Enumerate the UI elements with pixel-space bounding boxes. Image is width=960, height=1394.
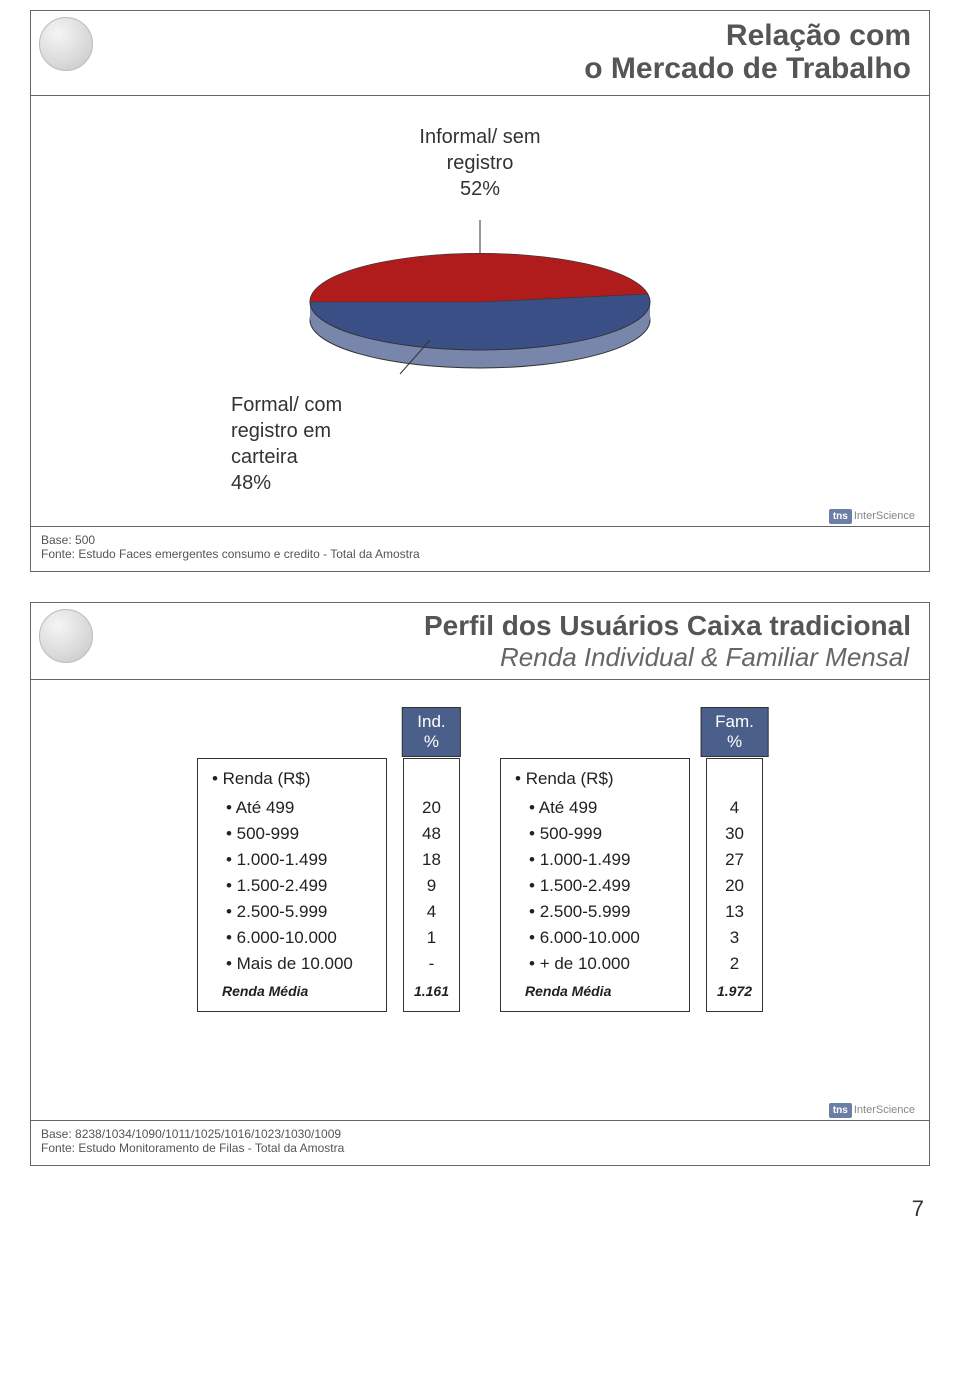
row-label: 1.500-2.499 bbox=[540, 876, 631, 895]
media-val: 1.161 bbox=[414, 977, 449, 999]
row-label: 1.500-2.499 bbox=[237, 876, 328, 895]
familiar-labels: • Renda (R$) • Até 499 • 500-999 • 1.000… bbox=[500, 758, 690, 1012]
val: 20 bbox=[414, 795, 449, 821]
individual-labels: • Renda (R$) • Até 499 • 500-999 • 1.000… bbox=[197, 758, 387, 1012]
footer-logo: tnsInterScience bbox=[829, 1103, 915, 1118]
row-label: 6.000-10.000 bbox=[237, 928, 337, 947]
val: 30 bbox=[717, 821, 752, 847]
pie-label-pct: 48% bbox=[231, 472, 271, 494]
slide-body: Informal/ sem registro 52% bbox=[31, 96, 929, 506]
slide-body: • Renda (R$) • Até 499 • 500-999 • 1.000… bbox=[31, 680, 929, 1100]
familiar-values: Fam. % 4 30 27 20 13 3 2 1.972 bbox=[706, 758, 763, 1012]
slide-subtitle: Renda Individual & Familiar Mensal bbox=[41, 642, 919, 673]
individual-values: Ind. % 20 48 18 9 4 1 - 1.161 bbox=[403, 758, 460, 1012]
pie-chart bbox=[270, 212, 690, 382]
row-label: 2.500-5.999 bbox=[540, 902, 631, 921]
footer-fonte: Fonte: Estudo Monitoramento de Filas - T… bbox=[41, 1141, 919, 1155]
hdr-line: Fam. bbox=[715, 712, 754, 731]
slide-perfil-usuarios: Perfil dos Usuários Caixa tradicional Re… bbox=[30, 602, 930, 1166]
val: 3 bbox=[717, 925, 752, 951]
row-label: Até 499 bbox=[236, 798, 295, 817]
media-label: Renda Média bbox=[212, 977, 372, 999]
individual-block: • Renda (R$) • Até 499 • 500-999 • 1.000… bbox=[197, 758, 460, 1012]
col-header-ind: Ind. % bbox=[402, 707, 460, 757]
hdr-line: % bbox=[424, 732, 439, 751]
pie-label-line: Informal/ sem bbox=[419, 126, 540, 148]
col-header-fam: Fam. % bbox=[700, 707, 769, 757]
pie-label-line: registro em bbox=[231, 420, 331, 442]
familiar-block: • Renda (R$) • Até 499 • 500-999 • 1.000… bbox=[500, 758, 763, 1012]
list-header: Renda (R$) bbox=[526, 769, 614, 788]
footer-logo: tnsInterScience bbox=[829, 509, 915, 524]
media-val: 1.972 bbox=[717, 977, 752, 999]
tns-icon: tns bbox=[829, 1103, 852, 1118]
val: 1 bbox=[414, 925, 449, 951]
val: 48 bbox=[414, 821, 449, 847]
pie-label-line: carteira bbox=[231, 446, 298, 468]
row-label: 500-999 bbox=[237, 824, 299, 843]
title-line-1: Relação com bbox=[41, 19, 911, 52]
pie-label-formal: Formal/ com registro em carteira 48% bbox=[231, 392, 909, 496]
row-label: Mais de 10.000 bbox=[237, 954, 353, 973]
slide-footer: tnsInterScience Base: 8238/1034/1090/101… bbox=[31, 1120, 929, 1165]
income-columns: • Renda (R$) • Até 499 • 500-999 • 1.000… bbox=[51, 758, 909, 1012]
slide-footer: tnsInterScience Base: 500 Fonte: Estudo … bbox=[31, 526, 929, 571]
footer-base: Base: 8238/1034/1090/1011/1025/1016/1023… bbox=[41, 1127, 919, 1141]
val: - bbox=[414, 951, 449, 977]
row-label: 1.000-1.499 bbox=[237, 850, 328, 869]
val: 4 bbox=[717, 795, 752, 821]
row-label: 500-999 bbox=[540, 824, 602, 843]
val: 4 bbox=[414, 899, 449, 925]
slide-mercado-trabalho: Relação com o Mercado de Trabalho Inform… bbox=[30, 10, 930, 572]
val: 2 bbox=[717, 951, 752, 977]
val: 13 bbox=[717, 899, 752, 925]
page: Relação com o Mercado de Trabalho Inform… bbox=[0, 10, 960, 1232]
pie-label-pct: 52% bbox=[460, 178, 500, 200]
title-line-2: o Mercado de Trabalho bbox=[41, 52, 911, 85]
globe-icon bbox=[39, 609, 93, 663]
hdr-line: % bbox=[727, 732, 742, 751]
row-label: + de 10.000 bbox=[540, 954, 630, 973]
row-label: Até 499 bbox=[539, 798, 598, 817]
row-label: 6.000-10.000 bbox=[540, 928, 640, 947]
pie-label-informal: Informal/ sem registro 52% bbox=[51, 124, 909, 202]
tns-icon: tns bbox=[829, 509, 852, 524]
pie-chart-container: Informal/ sem registro 52% bbox=[51, 124, 909, 496]
slide-title: Perfil dos Usuários Caixa tradicional bbox=[41, 609, 919, 646]
pie-label-line: registro bbox=[447, 152, 514, 174]
val: 20 bbox=[717, 873, 752, 899]
slide-header: Relação com o Mercado de Trabalho bbox=[31, 11, 929, 96]
logo-text: InterScience bbox=[854, 510, 915, 522]
slide-title: Relação com o Mercado de Trabalho bbox=[41, 17, 919, 89]
row-label: 1.000-1.499 bbox=[540, 850, 631, 869]
globe-icon bbox=[39, 17, 93, 71]
row-label: 2.500-5.999 bbox=[237, 902, 328, 921]
media-label: Renda Média bbox=[515, 977, 675, 999]
footer-base: Base: 500 bbox=[41, 533, 919, 547]
val: 27 bbox=[717, 847, 752, 873]
slide-header: Perfil dos Usuários Caixa tradicional Re… bbox=[31, 603, 929, 680]
footer-fonte: Fonte: Estudo Faces emergentes consumo e… bbox=[41, 547, 919, 561]
val: 9 bbox=[414, 873, 449, 899]
page-number: 7 bbox=[0, 1196, 960, 1232]
list-header: Renda (R$) bbox=[223, 769, 311, 788]
logo-text: InterScience bbox=[854, 1104, 915, 1116]
hdr-line: Ind. bbox=[417, 712, 445, 731]
val: 18 bbox=[414, 847, 449, 873]
pie-label-line: Formal/ com bbox=[231, 394, 342, 416]
